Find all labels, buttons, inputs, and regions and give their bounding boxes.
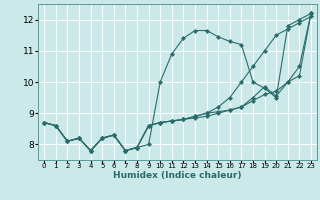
X-axis label: Humidex (Indice chaleur): Humidex (Indice chaleur) xyxy=(113,171,242,180)
